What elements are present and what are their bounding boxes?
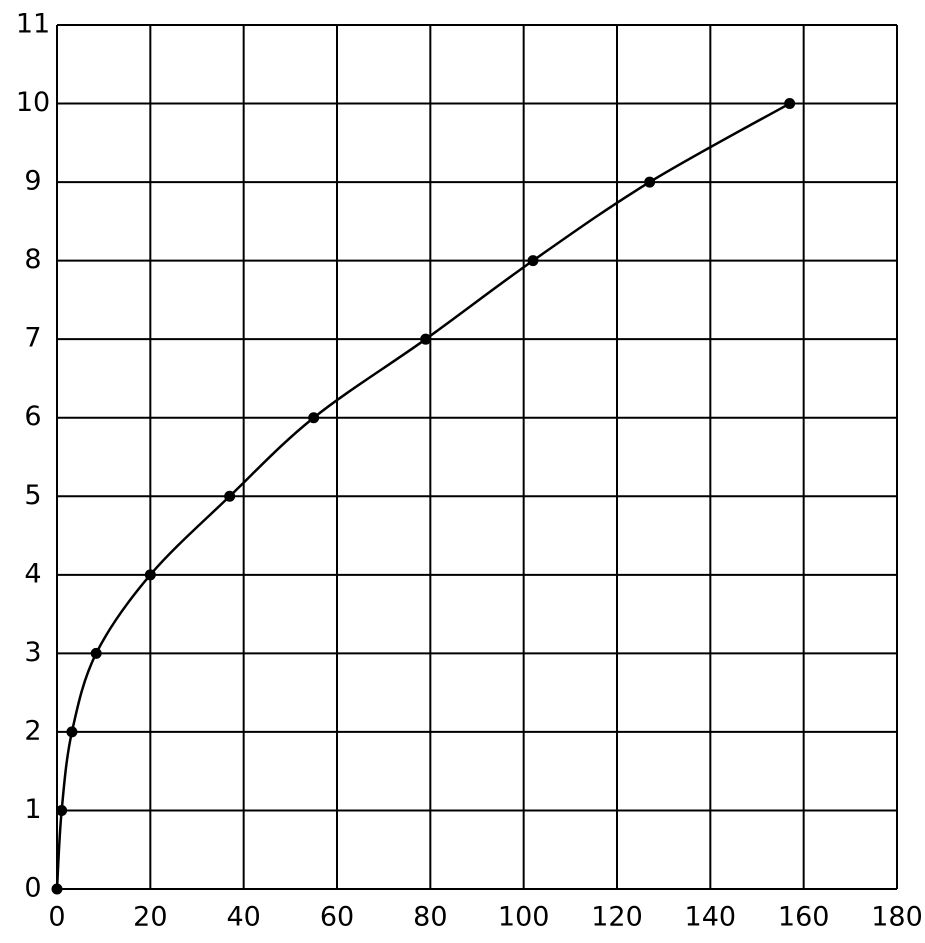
y-tick-label: 5 [24,480,41,511]
data-point [308,412,320,424]
y-tick-label: 9 [24,166,41,197]
data-point [644,176,656,188]
y-tick-label: 4 [24,558,41,589]
y-tick-label: 7 [24,323,41,354]
y-tick-label: 6 [24,401,41,432]
x-tick-label: 180 [871,902,923,933]
y-tick-label: 8 [24,244,41,275]
x-tick-label: 80 [413,902,447,933]
x-tick-label: 100 [498,902,550,933]
y-tick-label: 2 [24,715,41,746]
y-tick-label: 11 [16,9,50,40]
data-point [90,647,102,659]
data-point [224,490,236,502]
x-tick-label: 40 [226,902,260,933]
x-tick-label: 120 [591,902,643,933]
y-tick-label: 0 [24,873,41,904]
data-point [420,333,432,345]
x-tick-label: 140 [685,902,737,933]
x-tick-label: 160 [778,902,830,933]
data-point [144,569,156,581]
data-point [66,726,78,738]
x-tick-label: 0 [48,902,65,933]
y-tick-label: 1 [24,794,41,825]
x-tick-label: 20 [133,902,167,933]
data-point [51,883,63,895]
data-point [56,804,68,816]
y-tick-label: 10 [16,87,50,118]
y-tick-label: 3 [24,637,41,668]
data-point [527,255,539,267]
data-point [784,98,796,110]
x-tick-label: 60 [320,902,354,933]
